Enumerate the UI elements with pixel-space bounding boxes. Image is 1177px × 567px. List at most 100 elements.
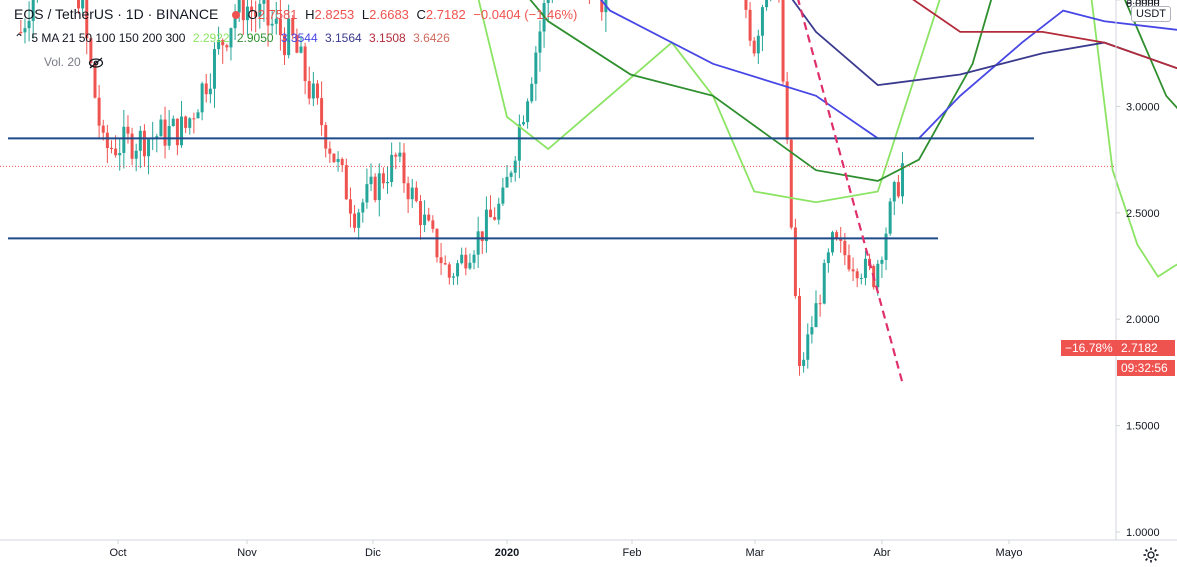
candle-body bbox=[876, 263, 880, 288]
candle-body bbox=[451, 276, 455, 278]
candle-body bbox=[830, 232, 834, 253]
candle-body bbox=[410, 187, 414, 200]
candle-body bbox=[863, 258, 867, 278]
candle-body bbox=[423, 214, 427, 226]
candle-body bbox=[233, 12, 237, 29]
ohlc-high: 2.8253 bbox=[314, 7, 355, 22]
candle-body bbox=[810, 327, 814, 335]
candle-body bbox=[484, 209, 488, 242]
candle-body bbox=[489, 209, 493, 218]
candle-body bbox=[101, 125, 105, 133]
candle-body bbox=[447, 264, 451, 278]
drawing-overlays bbox=[0, 0, 1116, 384]
candle-body bbox=[315, 83, 319, 99]
candle-body bbox=[171, 118, 175, 127]
candle-body bbox=[212, 49, 216, 89]
candle-body bbox=[431, 220, 435, 229]
candle-body bbox=[89, 38, 93, 63]
time-axis: Oct Nov Dic 2020 Feb Mar Abr Mayo bbox=[109, 540, 1022, 559]
candle-body bbox=[373, 176, 377, 201]
time-tick-label: 2020 bbox=[495, 547, 519, 559]
candle-body bbox=[217, 40, 221, 50]
candle-body bbox=[122, 126, 126, 153]
candle-body bbox=[114, 148, 118, 156]
candle-body bbox=[311, 83, 315, 99]
ma-legend: ⌃ 5 MA 21 50 100 150 200 300 2.2922 2.90… bbox=[14, 31, 454, 45]
candle-body bbox=[147, 139, 151, 157]
candle-body bbox=[155, 136, 159, 138]
candle-body bbox=[188, 118, 192, 128]
ma-value-300: 3.6426 bbox=[413, 31, 450, 45]
candle-body bbox=[278, 18, 282, 36]
countdown-tag: 09:32:56 bbox=[1117, 360, 1175, 376]
candle-body bbox=[274, 18, 278, 24]
candle-body bbox=[130, 133, 134, 159]
candle-body bbox=[126, 126, 130, 134]
candle-body bbox=[760, 7, 764, 36]
gear-icon[interactable] bbox=[1143, 547, 1159, 563]
candle-body bbox=[847, 255, 851, 270]
candle-body bbox=[361, 202, 365, 213]
candle-body bbox=[159, 119, 163, 137]
candle-body bbox=[765, 0, 769, 8]
candle-body bbox=[880, 259, 884, 264]
candle-body bbox=[793, 227, 797, 297]
eye-slash-icon[interactable] bbox=[88, 57, 104, 69]
legend-dot bbox=[231, 11, 240, 20]
candle-body bbox=[365, 184, 369, 203]
candle-body bbox=[118, 152, 122, 156]
candle-body bbox=[241, 0, 245, 21]
candle-body bbox=[204, 83, 208, 95]
candle-body bbox=[307, 81, 311, 99]
candle-body bbox=[208, 88, 212, 95]
candle-body bbox=[398, 152, 402, 157]
candle-body bbox=[344, 165, 348, 200]
trend-line bbox=[797, 0, 904, 384]
candle-body bbox=[456, 263, 460, 277]
candle-body bbox=[892, 182, 896, 202]
candle-body bbox=[357, 212, 361, 228]
chevron-up-icon[interactable]: ⌃ bbox=[14, 31, 25, 45]
symbol-legend: EOS / TetherUS · 1D · BINANCE O2.7581 H2… bbox=[14, 6, 581, 22]
candle-body bbox=[390, 154, 394, 182]
ma-line bbox=[791, 0, 1177, 87]
candle-body bbox=[884, 233, 888, 260]
candle-body bbox=[822, 263, 826, 304]
candle-body bbox=[262, 0, 266, 4]
candle-body bbox=[245, 6, 249, 21]
candle-body bbox=[270, 23, 274, 26]
volume-legend: Vol. 20 bbox=[44, 55, 104, 69]
candle-body bbox=[513, 160, 517, 173]
candle-body bbox=[756, 35, 760, 54]
candle-body bbox=[534, 52, 538, 84]
candle-body bbox=[324, 125, 328, 149]
time-tick-label: Mayo bbox=[996, 547, 1023, 559]
candle-body bbox=[439, 257, 443, 264]
ma-line bbox=[477, 0, 1177, 278]
ohlc-c-label: C bbox=[416, 7, 426, 22]
candle-body bbox=[443, 263, 447, 265]
candle-body bbox=[468, 262, 472, 269]
candle-body bbox=[744, 0, 748, 10]
candle-body bbox=[901, 163, 905, 197]
candle-body bbox=[509, 172, 513, 177]
candle-body bbox=[818, 303, 822, 305]
candle-body bbox=[802, 359, 806, 366]
candle-body bbox=[377, 173, 381, 201]
currency-label[interactable]: USDT bbox=[1131, 6, 1171, 22]
candle-body bbox=[418, 201, 422, 226]
candle-body bbox=[538, 31, 542, 53]
candle-body bbox=[530, 83, 534, 102]
candle-body bbox=[493, 217, 497, 220]
price-tick-label-top: 6.0000 bbox=[1126, 0, 1160, 10]
candle-body bbox=[896, 182, 900, 197]
candle-body bbox=[77, 0, 81, 9]
candle-body bbox=[859, 277, 863, 279]
ma-legend-title: 5 MA 21 50 100 150 200 300 bbox=[31, 31, 186, 45]
candle-body bbox=[414, 187, 418, 202]
candle-body bbox=[826, 252, 830, 264]
candle-body bbox=[332, 153, 336, 163]
candle-body bbox=[19, 31, 23, 33]
candle-body bbox=[303, 46, 307, 82]
